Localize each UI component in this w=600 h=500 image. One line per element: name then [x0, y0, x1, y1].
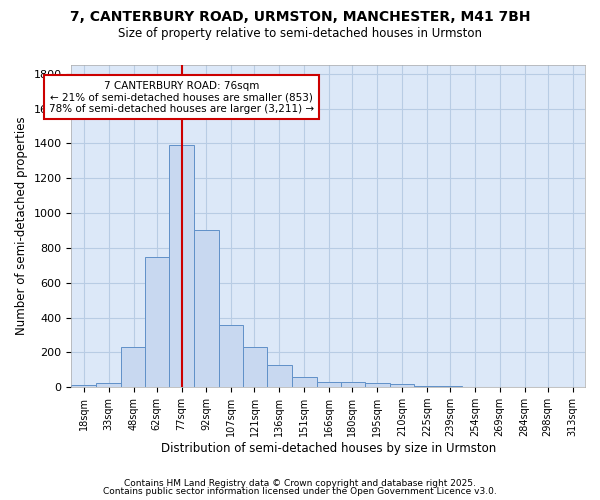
Bar: [317, 382, 341, 387]
Bar: [194, 230, 219, 387]
Bar: [536, 386, 560, 387]
Bar: [169, 145, 194, 387]
X-axis label: Distribution of semi-detached houses by size in Urmston: Distribution of semi-detached houses by …: [161, 442, 496, 455]
Bar: [487, 386, 512, 387]
Bar: [341, 382, 365, 387]
Bar: [415, 386, 439, 387]
Bar: [463, 386, 487, 387]
Bar: [512, 386, 536, 387]
Bar: [243, 347, 267, 387]
Bar: [145, 256, 169, 387]
Y-axis label: Number of semi-detached properties: Number of semi-detached properties: [15, 117, 28, 336]
Bar: [96, 383, 121, 387]
Bar: [439, 386, 463, 387]
Text: 7, CANTERBURY ROAD, URMSTON, MANCHESTER, M41 7BH: 7, CANTERBURY ROAD, URMSTON, MANCHESTER,…: [70, 10, 530, 24]
Bar: [71, 384, 96, 387]
Bar: [267, 364, 292, 387]
Bar: [389, 384, 415, 387]
Bar: [121, 347, 145, 387]
Bar: [219, 324, 243, 387]
Text: 7 CANTERBURY ROAD: 76sqm
← 21% of semi-detached houses are smaller (853)
78% of : 7 CANTERBURY ROAD: 76sqm ← 21% of semi-d…: [49, 80, 314, 114]
Bar: [560, 386, 585, 387]
Text: Contains public sector information licensed under the Open Government Licence v3: Contains public sector information licen…: [103, 488, 497, 496]
Text: Size of property relative to semi-detached houses in Urmston: Size of property relative to semi-detach…: [118, 28, 482, 40]
Bar: [292, 377, 317, 387]
Bar: [365, 383, 389, 387]
Text: Contains HM Land Registry data © Crown copyright and database right 2025.: Contains HM Land Registry data © Crown c…: [124, 478, 476, 488]
